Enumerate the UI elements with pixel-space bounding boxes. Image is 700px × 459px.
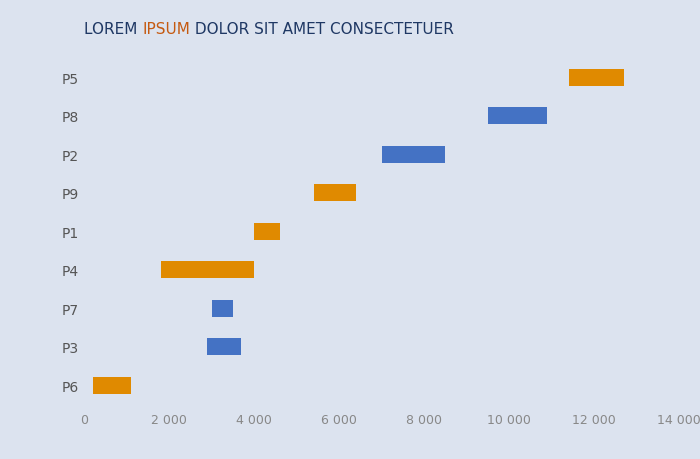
Bar: [488, 108, 547, 125]
Bar: [382, 146, 445, 163]
Bar: [160, 262, 254, 279]
Text: IPSUM: IPSUM: [142, 22, 190, 37]
Bar: [211, 300, 232, 317]
Bar: [568, 69, 624, 87]
Bar: [254, 223, 279, 241]
Bar: [314, 185, 356, 202]
Text: DOLOR SIT AMET CONSECTETUER: DOLOR SIT AMET CONSECTETUER: [190, 22, 454, 37]
Bar: [207, 338, 241, 356]
Text: LOREM: LOREM: [84, 22, 142, 37]
Bar: [92, 377, 131, 394]
